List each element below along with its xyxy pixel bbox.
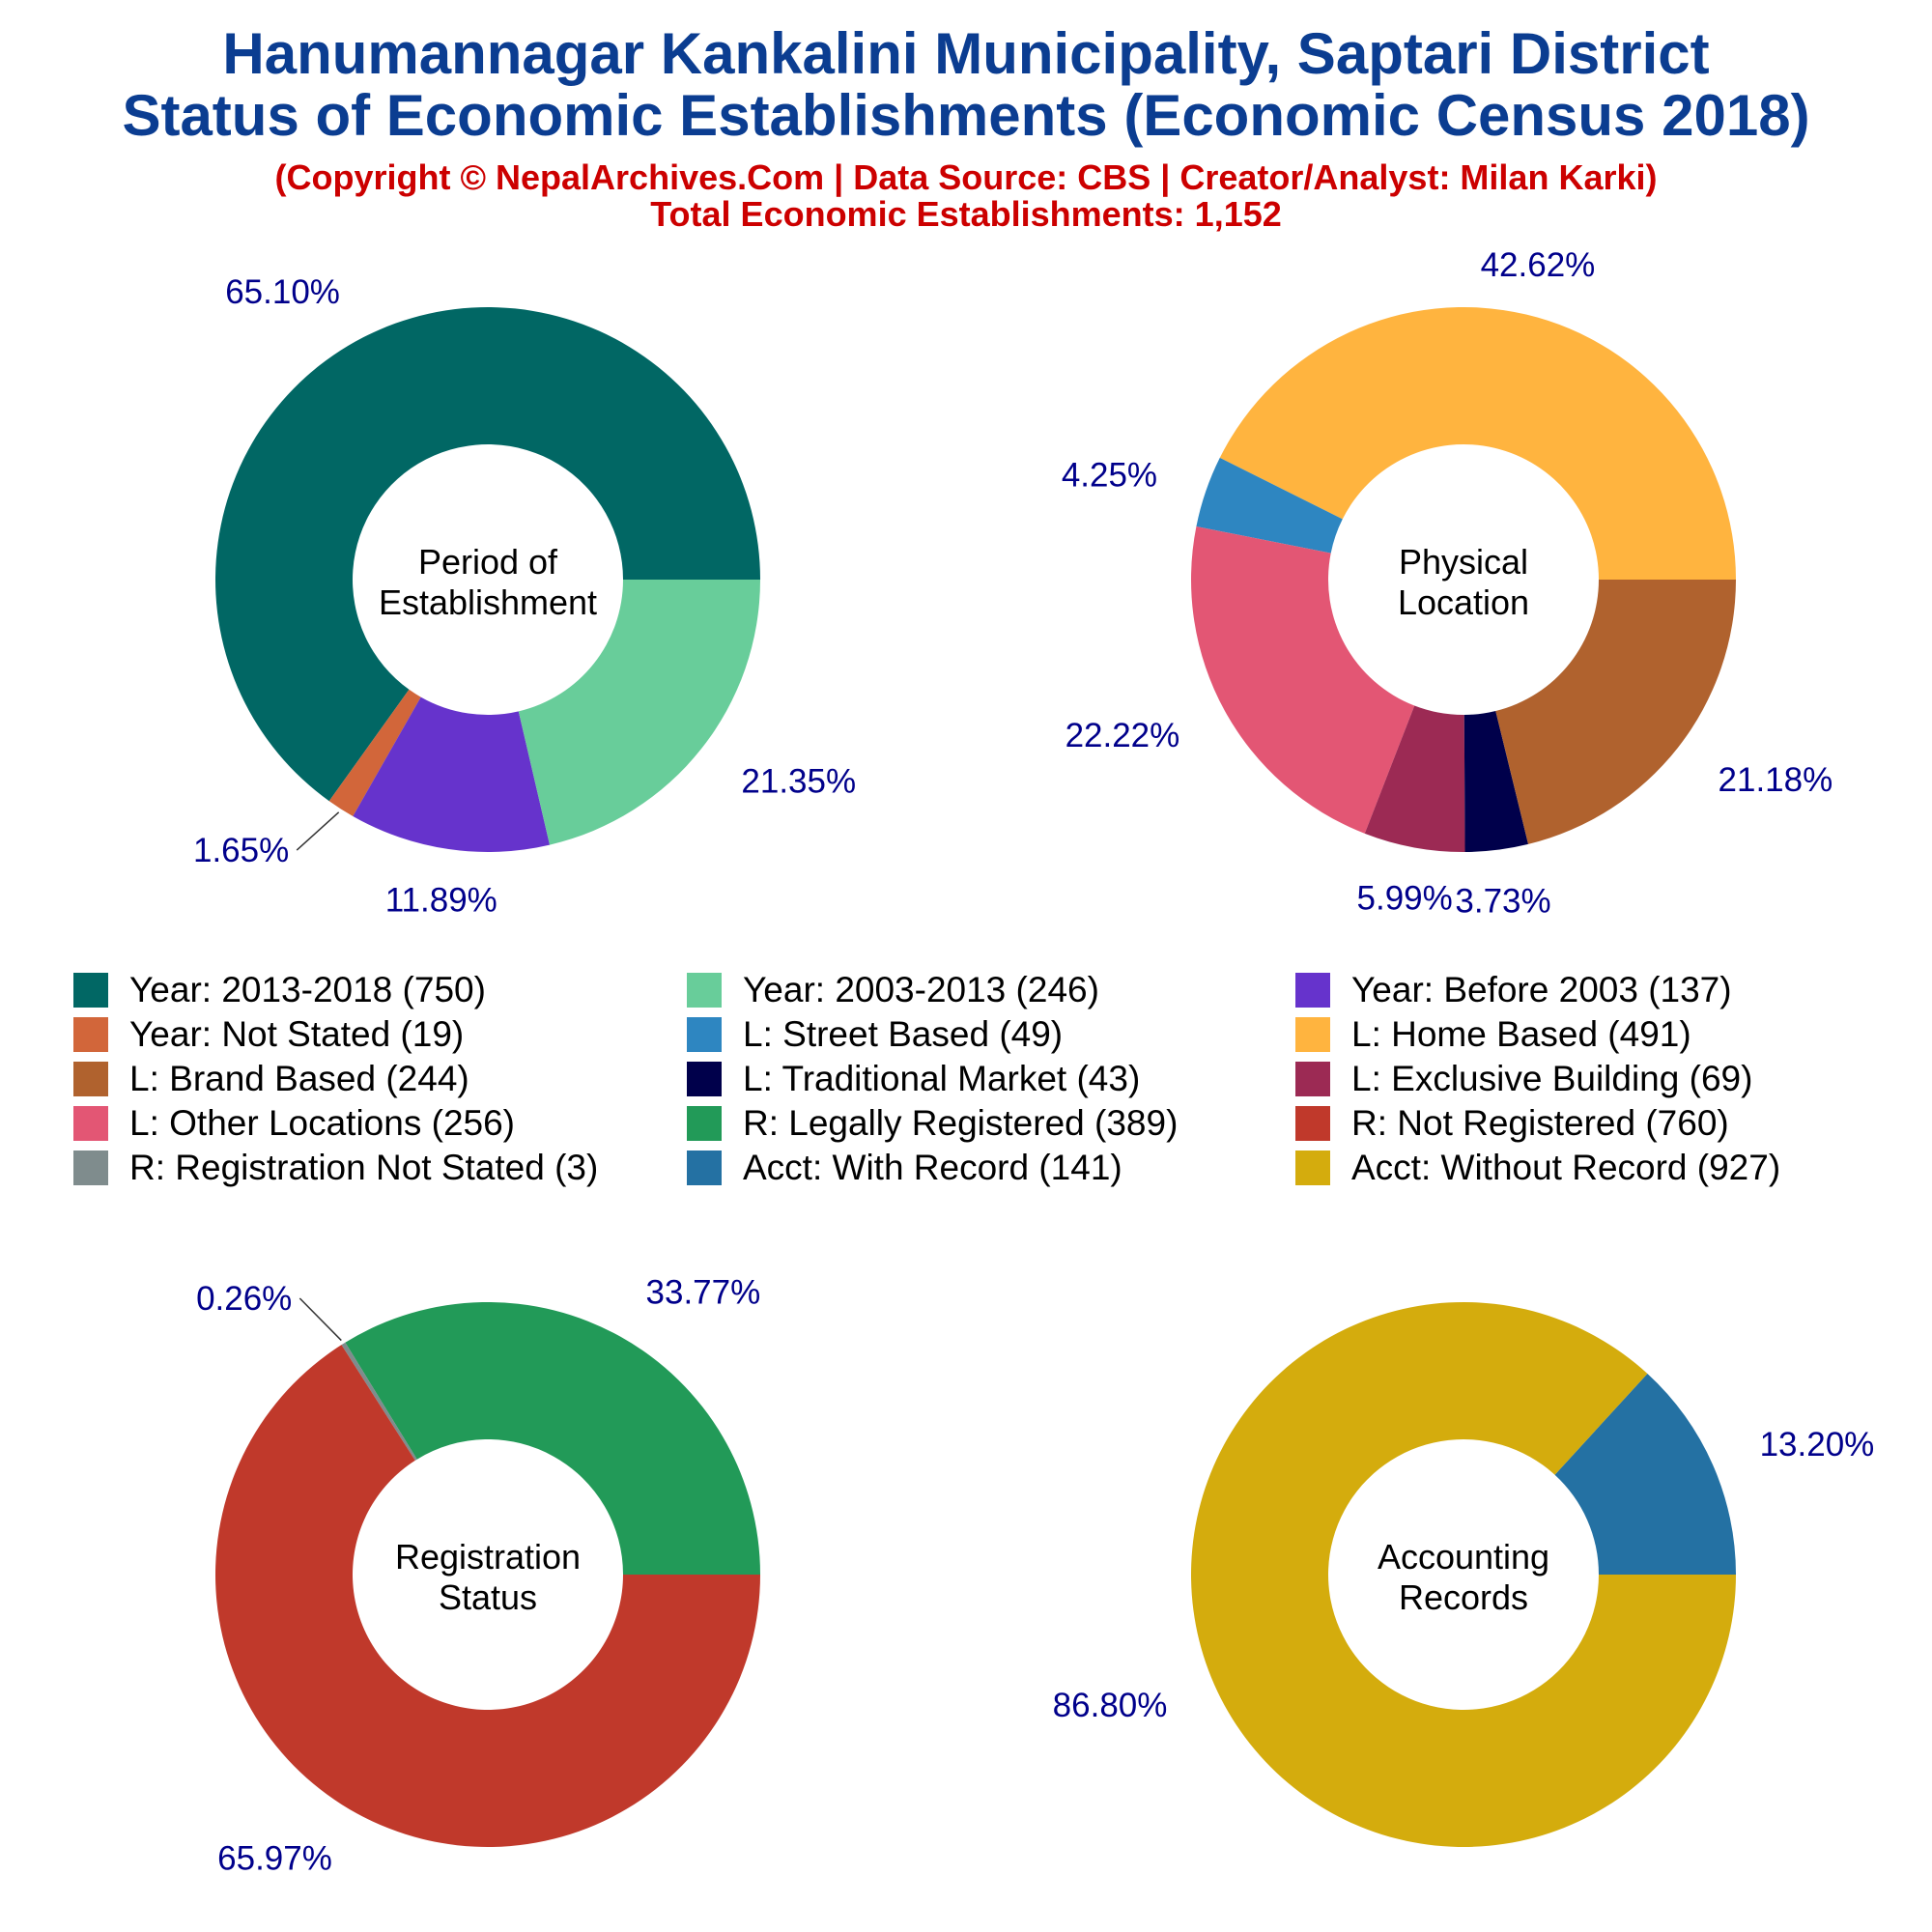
donut-center-title: Period of [418,542,558,582]
slice-l-other-locations [1191,526,1415,834]
legend-swatch [687,1151,722,1185]
legend-item: Acct: Without Record (927) [1295,1146,1780,1190]
slice-r-not-registered [214,1345,761,1847]
pct-label: 3.73% [1455,882,1550,920]
pct-label: 1.65% [193,832,289,869]
slice-year-before-2003 [353,696,551,852]
legend-item: L: Street Based (49) [687,1012,1063,1057]
physical-location-donut: 42.62% 4.25% 22.22% 5.99% 3.73% 21.18% Physica… [1062,246,1833,921]
pct-label: 4.25% [1062,456,1157,494]
legend-label: L: Exclusive Building (69) [1351,1059,1753,1098]
legend-swatch [73,1062,108,1096]
legend-label: Year: 2013-2018 (750) [129,970,486,1009]
legend-item: R: Registration Not Stated (3) [73,1146,598,1190]
slice-year-not-stated [328,689,421,816]
chart-title-line1: Hanumannagar Kankalini Municipality, Sap… [222,21,1710,86]
legend-item: L: Exclusive Building (69) [1295,1057,1752,1101]
slice-l-street-based [1196,457,1343,554]
legend-item: R: Legally Registered (389) [687,1101,1178,1146]
slice-year-2013-2018 [214,307,760,802]
legend-label: R: Not Registered (760) [1351,1103,1729,1143]
legend-item: L: Brand Based (244) [73,1057,469,1101]
legend-label: Year: Before 2003 (137) [1351,970,1732,1009]
legend-label: L: Other Locations (256) [129,1103,515,1143]
leader-line [298,1297,342,1342]
slice-l-exclusive-building [1364,705,1465,852]
legend-label: L: Traditional Market (43) [743,1059,1141,1098]
credit-line: (Copyright © NepalArchives.Com | Data So… [274,157,1658,197]
legend-swatch [1295,1062,1330,1096]
legend-item: L: Home Based (491) [1295,1012,1691,1057]
legend-item: L: Other Locations (256) [73,1101,515,1146]
legend-swatch [687,1106,722,1141]
pct-label: 21.35% [741,762,856,800]
legend-item: L: Traditional Market (43) [687,1057,1140,1101]
legend-label: L: Street Based (49) [743,1014,1064,1054]
legend-label: Acct: With Record (141) [743,1148,1122,1187]
legend-item: R: Not Registered (760) [1295,1101,1729,1146]
legend-item: Year: 2013-2018 (750) [73,968,486,1012]
donut-center-title: Records [1399,1577,1528,1617]
pct-label: 5.99% [1357,879,1453,917]
pct-label: 11.89% [385,882,497,920]
legend-swatch [687,1062,722,1096]
slice-r-registration-not-stated [341,1342,417,1461]
slice-r-legally-registered [345,1301,760,1575]
total-establishments: Total Economic Establishments: 1,152 [650,194,1282,234]
slice-acct-with-record [1554,1373,1736,1575]
legend-swatch [1295,1151,1330,1185]
legend-item: Acct: With Record (141) [687,1146,1122,1190]
legend-label: Year: 2003-2013 (246) [743,970,1099,1009]
legend-swatch [1295,1017,1330,1052]
slice-l-brand-based [1495,580,1736,844]
legend-swatch [1295,973,1330,1008]
legend-swatch [73,1151,108,1185]
legend-swatch [73,1017,108,1052]
pct-label: 65.10% [225,273,340,311]
legend-swatch [73,1106,108,1141]
donut-center-title: Location [1398,582,1529,622]
legend-label: Acct: Without Record (927) [1351,1148,1781,1187]
legend-label: Year: Not Stated (19) [129,1014,465,1054]
legend-label: L: Brand Based (244) [129,1059,469,1098]
donut-center-title: Status [439,1577,537,1617]
legend-item: Year: 2003-2013 (246) [687,968,1099,1012]
pct-label: 22.22% [1065,717,1180,754]
donut-center-title: Registration [395,1537,581,1577]
legend-label: R: Legally Registered (389) [743,1103,1179,1143]
legend-item: Year: Not Stated (19) [73,1012,464,1057]
legend-swatch [687,1017,722,1052]
pct-label: 42.62% [1481,246,1596,284]
pct-label: 65.97% [217,1840,332,1878]
donut-center-title: Accounting [1378,1537,1549,1577]
legend-swatch [73,973,108,1008]
slice-l-home-based [1219,306,1736,580]
slice-acct-without-record [1191,1301,1736,1847]
pct-label: 13.20% [1760,1426,1875,1463]
legend-label: L: Home Based (491) [1351,1014,1691,1054]
leader-line [296,811,340,851]
donut-center-title: Establishment [379,582,597,622]
legend-label: R: Registration Not Stated (3) [129,1148,599,1187]
pct-label: 86.80% [1053,1687,1168,1724]
pct-label: 33.77% [646,1274,761,1312]
chart-title-line2: Status of Economic Establishments (Econo… [122,83,1810,148]
pct-label: 21.18% [1719,761,1833,799]
legend-swatch [1295,1106,1330,1141]
period-of-establishment-donut: 65.10% 1.65% 11.89% 21.35% Period ofEstablis… [193,273,856,919]
slice-l-traditional-market [1463,710,1529,852]
donut-center-title: Physical [1399,542,1528,582]
slice-year-2003-2013 [518,580,760,845]
legend-item: Year: Before 2003 (137) [1295,968,1732,1012]
legend-swatch [687,973,722,1008]
pct-label: 0.26% [196,1280,292,1318]
